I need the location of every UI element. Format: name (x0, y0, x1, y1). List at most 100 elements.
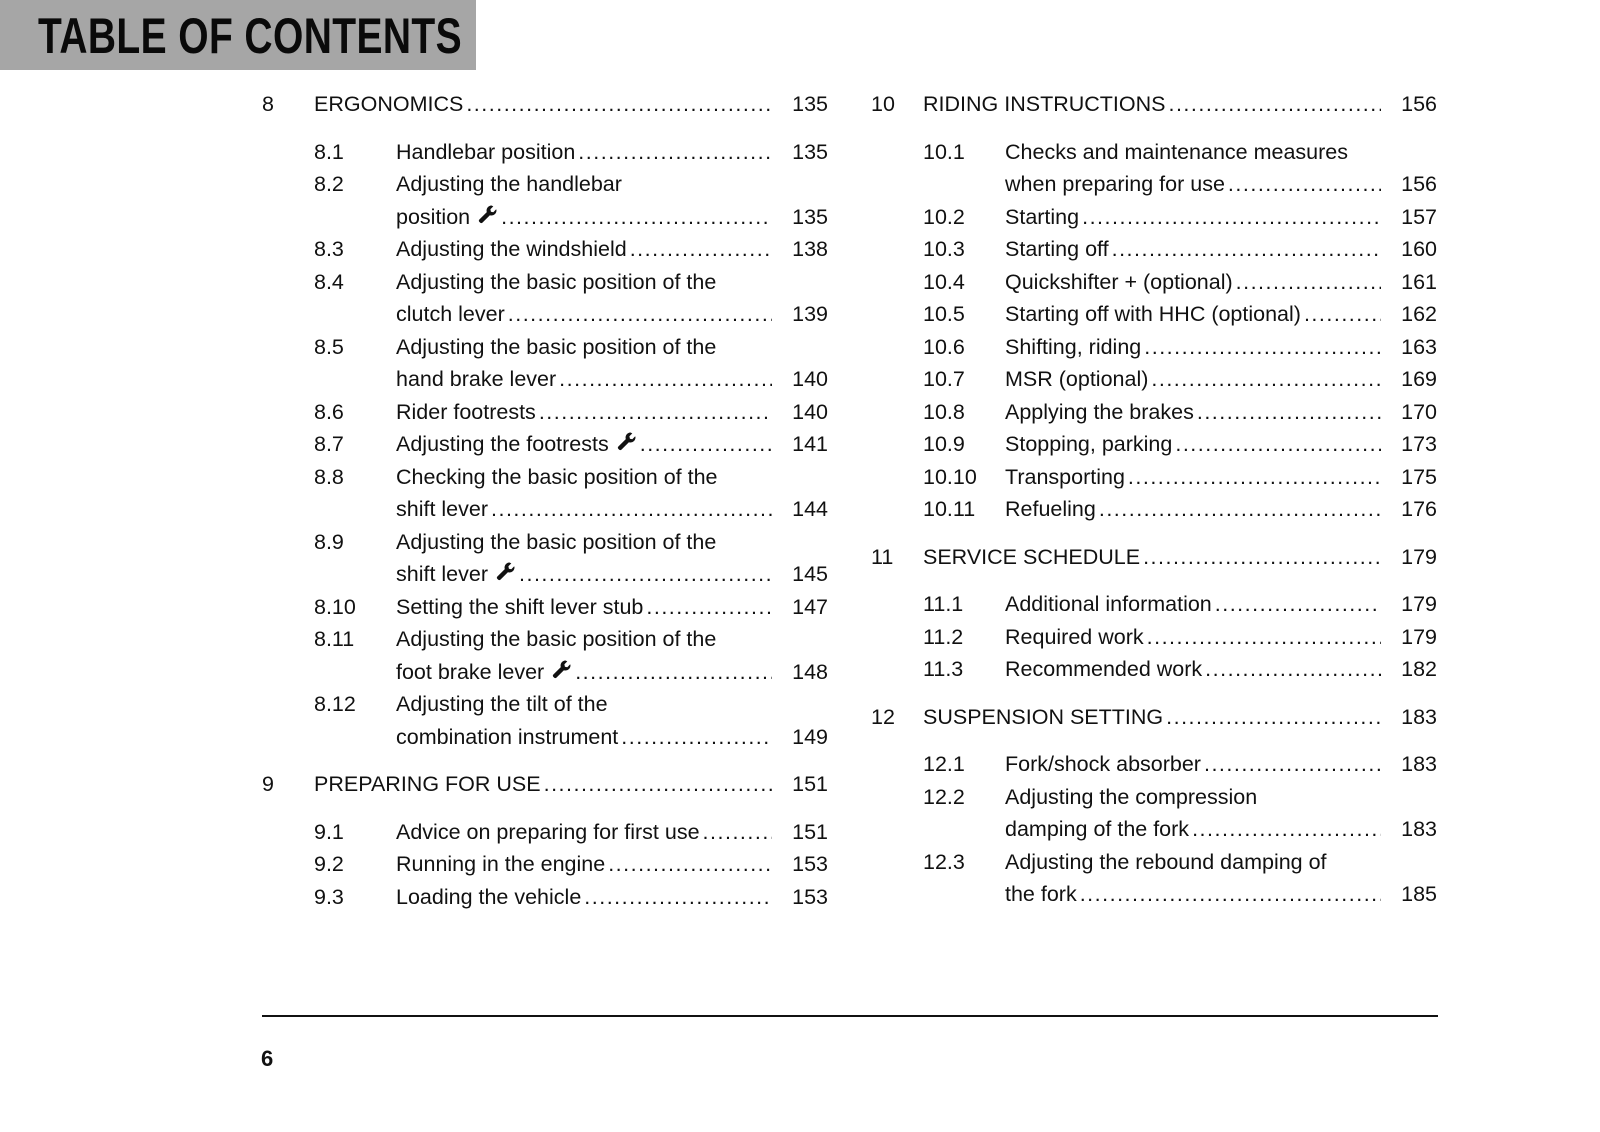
wrench-icon (617, 428, 637, 451)
dot-leader (539, 396, 772, 429)
toc-entry[interactable]: 12.2 Adjusting the compression damping of … (871, 781, 1437, 846)
toc-chapter[interactable]: 9 PREPARING FOR USE 151 (262, 768, 828, 801)
page-reference: 173 (1401, 432, 1437, 456)
toc-entry[interactable]: 10.11 Refueling 176 (871, 493, 1437, 526)
toc-line: 10.11 Refueling 176 (871, 493, 1437, 526)
page-reference: 140 (792, 399, 828, 424)
section-number: 8.2 (314, 172, 344, 196)
toc-entry[interactable]: 10.2 Starting 157 (871, 201, 1437, 234)
toc-entry[interactable]: 8.7 Adjusting the footrests 141 (262, 428, 828, 461)
toc-line: shift lever 145 (396, 558, 828, 591)
section-title: Starting off (1005, 237, 1109, 261)
toc-entry[interactable]: 8.6 Rider footrests 140 (262, 396, 828, 429)
toc-entry[interactable]: 8.10 Setting the shift lever stub 147 (262, 591, 828, 624)
toc-entry[interactable]: 8.4 Adjusting the basic position of the cl… (262, 266, 828, 331)
page-reference: 147 (792, 594, 828, 619)
toc-line: 8.11 Adjusting the basic position of the (262, 623, 828, 656)
dot-leader (1112, 233, 1381, 266)
section-title: Setting the shift lever stub (396, 594, 644, 619)
page-reference: 153 (792, 852, 828, 876)
toc-entry[interactable]: 10.9 Stopping, parking 173 (871, 428, 1437, 461)
section-title: Adjusting the basic position of the (396, 627, 717, 651)
page-reference: 183 (1401, 817, 1437, 841)
toc-line: clutch lever 139 (396, 298, 828, 331)
toc-line: 8.4 Adjusting the basic position of the (262, 266, 828, 299)
page-reference: 179 (1401, 624, 1437, 649)
toc-line: 10 RIDING INSTRUCTIONS 156 (871, 88, 1437, 121)
toc-line: 8 ERGONOMICS 135 (262, 88, 828, 121)
dot-leader (640, 428, 772, 461)
page-reference: 160 (1401, 237, 1437, 261)
section-title: Loading the vehicle (396, 884, 582, 909)
dot-leader (1099, 493, 1381, 526)
toc-entry[interactable]: 12.1 Fork/shock absorber 183 (871, 748, 1437, 781)
toc-entry[interactable]: 8.12 Adjusting the tilt of the combination… (262, 688, 828, 753)
section-title: Recommended work (1005, 657, 1203, 681)
toc-line: 9.1 Advice on preparing for first use 151 (262, 816, 828, 849)
chapter-number: 11 (871, 544, 894, 569)
toc-entry[interactable]: 8.5 Adjusting the basic position of the ha… (262, 331, 828, 396)
toc-line: 10.8 Applying the brakes 170 (871, 396, 1437, 429)
toc-entry[interactable]: 10.5 Starting off with HHC (optional) 162 (871, 298, 1437, 331)
toc-entry[interactable]: 11.3 Recommended work 182 (871, 653, 1437, 686)
toc-line: 8.5 Adjusting the basic position of the (262, 331, 828, 364)
toc-entry[interactable]: 8.1 Handlebar position 135 (262, 136, 828, 169)
toc-line: 8.10 Setting the shift lever stub 147 (262, 591, 828, 624)
dot-leader (1144, 331, 1381, 364)
toc-entry[interactable]: 10.3 Starting off 160 (871, 233, 1437, 266)
section-title: Shifting, riding (1005, 334, 1142, 359)
toc-entry[interactable]: 9.3 Loading the vehicle 153 (262, 881, 828, 914)
toc-chapter[interactable]: 12 SUSPENSION SETTING 183 (871, 701, 1437, 734)
section-number: 10.6 (923, 334, 965, 359)
toc-entry[interactable]: 10.6 Shifting, riding 163 (871, 331, 1437, 364)
dot-leader (519, 558, 772, 591)
toc-entry[interactable]: 9.2 Running in the engine 153 (262, 848, 828, 881)
toc-entry[interactable]: 10.10 Transporting 175 (871, 461, 1437, 494)
page-reference: 140 (792, 367, 828, 391)
section-title: when preparing for use (1005, 172, 1225, 196)
toc-line: 12.1 Fork/shock absorber 183 (871, 748, 1437, 781)
toc-line: when preparing for use 156 (1005, 168, 1437, 201)
toc-chapter[interactable]: 10 RIDING INSTRUCTIONS 156 (871, 88, 1437, 121)
toc-entry[interactable]: 10.1 Checks and maintenance measures when … (871, 136, 1437, 201)
page-reference: 183 (1401, 704, 1437, 729)
section-title: foot brake lever (396, 659, 545, 684)
chapter-title: SUSPENSION SETTING (923, 704, 1164, 729)
section-title: damping of the fork (1005, 817, 1190, 841)
toc-entry[interactable]: 8.3 Adjusting the windshield 138 (262, 233, 828, 266)
toc-line: 11.1 Additional information 179 (871, 588, 1437, 621)
dot-leader (1304, 298, 1381, 331)
toc-line: 8.12 Adjusting the tilt of the (262, 688, 828, 721)
page-reference: 151 (792, 772, 828, 796)
toc-entry[interactable]: 8.11 Adjusting the basic position of the f… (262, 623, 828, 688)
toc-entry[interactable]: 12.3 Adjusting the rebound damping of the … (871, 846, 1437, 911)
toc-entry[interactable]: 10.4 Quickshifter + (optional) 161 (871, 266, 1437, 299)
toc-chapter[interactable]: 8 ERGONOMICS 135 (262, 88, 828, 121)
chapter-number: 10 (871, 92, 895, 116)
toc-line: shift lever 144 (396, 493, 828, 526)
toc-line: 10.7 MSR (optional) 169 (871, 363, 1437, 396)
page-reference: 157 (1401, 204, 1437, 229)
toc-entry[interactable]: 9.1 Advice on preparing for first use 151 (262, 816, 828, 849)
toc-entry[interactable]: 10.7 MSR (optional) 169 (871, 363, 1437, 396)
toc-entry[interactable]: 8.8 Checking the basic position of the shi… (262, 461, 828, 526)
toc-entry[interactable]: 10.8 Applying the brakes 170 (871, 396, 1437, 429)
page-reference: 135 (792, 92, 828, 116)
toc-chapter[interactable]: 11 SERVICE SCHEDULE 179 (871, 541, 1437, 574)
toc-line: position 135 (396, 201, 828, 234)
page-reference: 176 (1401, 497, 1437, 521)
section-title: Adjusting the basic position of the (396, 529, 717, 554)
toc-entry[interactable]: 11.2 Required work 179 (871, 621, 1437, 654)
toc-line: combination instrument 149 (396, 721, 828, 754)
toc-entry[interactable]: 8.2 Adjusting the handlebar position 135 (262, 168, 828, 233)
toc-entry[interactable]: 11.1 Additional information 179 (871, 588, 1437, 621)
toc-entry[interactable]: 8.9 Adjusting the basic position of the sh… (262, 526, 828, 591)
section-number: 8.10 (314, 594, 356, 619)
toc-line: 8.3 Adjusting the windshield 138 (262, 233, 828, 266)
dot-leader (544, 768, 772, 801)
dot-leader (1236, 266, 1381, 299)
dot-leader (1166, 701, 1381, 734)
dot-leader (1197, 396, 1381, 429)
chapter-title: RIDING INSTRUCTIONS (923, 92, 1166, 116)
dot-leader (491, 493, 772, 526)
